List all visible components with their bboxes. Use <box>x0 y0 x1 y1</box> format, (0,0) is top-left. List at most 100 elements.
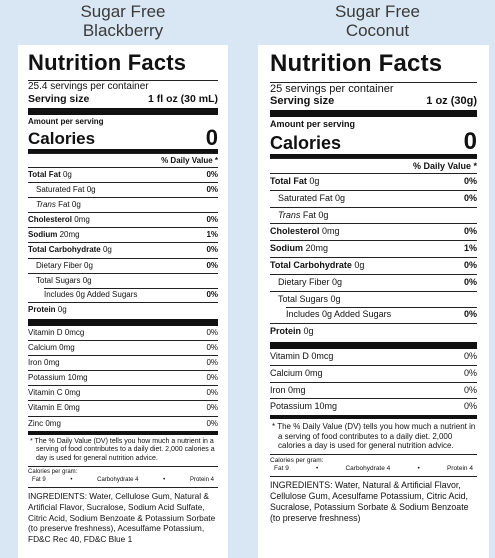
nutrient-row: Trans Fat 0g <box>270 206 477 224</box>
vitamin-value: 0% <box>206 388 218 398</box>
vitamin-label: Vitamin D 0mcg <box>28 327 85 337</box>
calories-value: 0 <box>463 128 477 155</box>
vitamin-label: Zinc 0mg <box>28 418 61 428</box>
vitamin-list: Vitamin D 0mcg 0% Calcium 0mg 0% Iron 0mg 0% P… <box>270 349 477 415</box>
calories-value: 0 <box>205 125 218 150</box>
nutrient-value: 0% <box>206 289 218 299</box>
fat-per-gram: Fat 9 <box>32 476 46 483</box>
nutrient-label: Total Sugars 0g <box>278 293 341 304</box>
nutrient-value: 0% <box>463 259 477 270</box>
nutrient-row: Saturated Fat 0g 0% <box>270 189 477 207</box>
vitamin-label: Vitamin C 0mg <box>28 388 81 398</box>
vitamin-value: 0% <box>206 327 218 337</box>
thick-divider <box>28 318 218 326</box>
serving-size-label: Serving size <box>270 95 335 107</box>
serving-size-row: Serving size 1 fl oz (30 mL) <box>28 93 218 106</box>
vitamin-row: Vitamin D 0mcg 0% <box>270 349 477 365</box>
fat-per-gram: Fat 9 <box>274 464 289 472</box>
serving-size-value: 1 oz (30g) <box>426 95 477 107</box>
nutrient-label: Cholesterol 0mg <box>270 226 340 237</box>
coconut-heading-line2: Coconut <box>345 21 410 40</box>
calories-per-gram: Calories per gram: Fat 9 • Carbohydrate … <box>270 453 477 473</box>
nutrient-row: Total Fat 0g 0% <box>270 173 477 190</box>
protein-per-gram: Protein 4 <box>189 476 214 483</box>
nutrient-row: Total Carbohydrate 0g 0% <box>28 242 218 257</box>
nutrient-label: Saturated Fat 0g <box>278 192 346 203</box>
vitamin-label: Calcium 0mg <box>270 367 323 378</box>
vitamin-label: Potassium 10mg <box>28 373 88 383</box>
nutrient-value: 0% <box>463 276 477 287</box>
nutrient-value: 0% <box>206 185 218 195</box>
vitamin-value: 0% <box>463 350 477 361</box>
vitamin-row: Iron 0mg 0% <box>28 355 218 370</box>
daily-value-header: % Daily Value * <box>28 153 218 167</box>
nutrient-label: Trans Fat 0g <box>278 209 329 220</box>
thick-divider <box>270 341 477 349</box>
carb-per-gram: Carbohydrate 4 <box>345 464 391 472</box>
servings-per-container: 25 servings per container <box>270 83 394 95</box>
nutrient-list: Total Fat 0g 0% Saturated Fat 0g 0% Trans Fa… <box>28 167 218 317</box>
vitamin-row: Iron 0mg 0% <box>270 381 477 399</box>
nutrient-row: Total Sugars 0g <box>270 290 477 308</box>
vitamin-label: Calcium 0mg <box>28 343 75 353</box>
nutrient-row: Sodium 20mg 1% <box>28 227 218 242</box>
vitamin-list: Vitamin D 0mcg 0% Calcium 0mg 0% Iron 0mg 0% P… <box>28 326 218 431</box>
calories-per-gram: Calories per gram: Fat 9 • Carbohydrate … <box>28 466 218 484</box>
coconut-nutrition-label: Nutrition Facts 25 servings per containe… <box>258 45 489 558</box>
serving-size-value: 1 fl oz (30 mL) <box>147 93 218 105</box>
medium-divider <box>270 154 477 158</box>
calories-row: Calories 0 <box>270 130 477 154</box>
thick-divider <box>270 110 477 117</box>
vitamin-row: Calcium 0mg 0% <box>28 340 218 355</box>
nutrient-label: Total Fat 0g <box>28 170 72 179</box>
vitamin-value: 0% <box>206 373 218 383</box>
nutrient-row: Includes 0g Added Sugars 0% <box>270 307 477 324</box>
coconut-heading-line1: Sugar Free <box>334 2 421 21</box>
blackberry-heading: Sugar Free Blackberry <box>18 2 228 40</box>
daily-value-header: % Daily Value * <box>270 158 477 173</box>
nutrient-label: Trans Fat 0g <box>36 200 81 210</box>
blackberry-nutrition-label: Nutrition Facts 25.4 servings per contai… <box>18 45 228 558</box>
nutrient-row: Protein 0g <box>270 323 477 340</box>
medium-divider <box>270 415 477 420</box>
vitamin-row: Potassium 10mg 0% <box>28 370 218 385</box>
nutrient-value: 0% <box>463 226 477 237</box>
nutrient-row: Total Fat 0g 0% <box>28 167 218 182</box>
nutrient-row: Cholesterol 0mg 0% <box>270 223 477 240</box>
vitamin-label: Vitamin E 0mg <box>28 403 80 413</box>
nutrient-row: Dietary Fiber 0g 0% <box>270 273 477 291</box>
nutrient-label: Protein 0g <box>28 304 67 314</box>
nutrient-row: Dietary Fiber 0g 0% <box>28 257 218 273</box>
vitamin-value: 0% <box>463 401 477 412</box>
coconut-heading: Sugar Free Coconut <box>265 2 490 40</box>
daily-value-footnote: * The % Daily Value (DV) tells you how m… <box>30 437 215 462</box>
nutrient-label: Dietary Fiber 0g <box>36 260 93 270</box>
vitamin-row: Vitamin D 0mcg 0% <box>28 326 218 340</box>
calories-label: Calories <box>28 129 96 148</box>
nutrient-label: Total Fat 0g <box>270 176 320 186</box>
vitamin-label: Iron 0mg <box>28 358 60 368</box>
nutrient-row: Cholesterol 0mg 0% <box>28 212 218 227</box>
nutrient-value: 0% <box>206 260 218 270</box>
ingredients-text: INGREDIENTS: Water, Natural & Artificial… <box>270 475 477 524</box>
nutrient-label: Sodium 20mg <box>28 230 80 240</box>
nutrient-label: Saturated Fat 0g <box>36 185 96 195</box>
vitamin-value: 0% <box>463 384 477 395</box>
vitamin-value: 0% <box>206 343 218 353</box>
nutrition-facts-title: Nutrition Facts <box>28 50 187 75</box>
blackberry-heading-line1: Sugar Free <box>80 2 166 21</box>
nutrient-label: Protein 0g <box>270 326 314 337</box>
nutrient-value: 0% <box>463 176 477 186</box>
nutrient-row: Trans Fat 0g <box>28 197 218 212</box>
nutrient-list: Total Fat 0g 0% Saturated Fat 0g 0% Trans Fa… <box>270 173 477 340</box>
nutrition-facts-title: Nutrition Facts <box>270 50 443 77</box>
vitamin-value: 0% <box>463 367 477 378</box>
nutrient-value: 0% <box>463 192 477 203</box>
blackberry-heading-line2: Blackberry <box>82 21 164 40</box>
nutrient-row: Sodium 20mg 1% <box>270 240 477 257</box>
nutrient-row: Total Carbohydrate 0g 0% <box>270 256 477 274</box>
nutrient-row: Protein 0g <box>28 301 218 317</box>
amount-per-serving: Amount per serving <box>270 119 356 129</box>
vitamin-value: 0% <box>206 403 218 413</box>
nutrient-label: Total Carbohydrate 0g <box>28 245 112 255</box>
